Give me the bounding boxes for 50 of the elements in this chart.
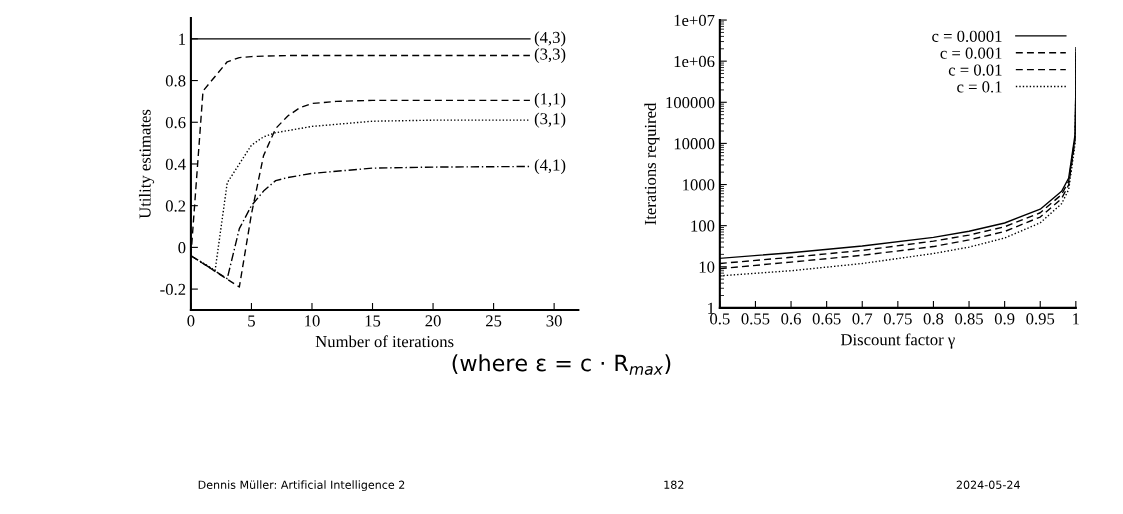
y-tick-label: 10000 <box>674 138 715 150</box>
x-axis-title: Discount factor γ <box>840 333 955 349</box>
x-tick-label: 15 <box>365 315 381 327</box>
x-tick-label: 20 <box>425 315 441 327</box>
text: 182 <box>664 480 684 489</box>
y-tick-label: 0 <box>178 242 186 254</box>
x-tick-label: 1 <box>1073 313 1079 325</box>
y-tick-label: 1 <box>179 33 186 45</box>
x-tick-label: 10 <box>305 315 320 327</box>
y-tick-label: 0.4 <box>165 158 186 170</box>
x-tick-label: 0.65 <box>812 313 841 325</box>
y-tick-label: 0.6 <box>165 116 186 129</box>
y-tick-label: 10 <box>699 261 715 273</box>
x-tick-label: 0.8 <box>923 313 944 325</box>
legend-label: c = 0.01 <box>948 64 1002 76</box>
series-label: (3,3) <box>534 47 566 64</box>
y-tick-label: 0.2 <box>165 200 186 212</box>
x-tick-label: 5 <box>248 315 255 327</box>
text: (where ε = c · R$_{max}$) <box>452 354 671 375</box>
x-tick-label: 0.85 <box>955 313 983 325</box>
x-tick-label: 0 <box>187 315 195 327</box>
x-axis-title: Number of iterations <box>315 335 454 348</box>
series-label: (1,1) <box>534 92 566 108</box>
y-tick-label: -0.2 <box>160 283 186 296</box>
x-tick-label: 0.75 <box>883 313 912 325</box>
x-tick-label: 0.6 <box>781 313 801 325</box>
series-label: (4,1) <box>534 158 566 175</box>
x-tick-label: 0.7 <box>852 313 873 325</box>
x-tick-label: 30 <box>546 315 562 327</box>
y-tick-label: 1 <box>708 302 714 314</box>
series-label: (3,1) <box>534 112 566 128</box>
text: Dennis Müller: Artificial Intelligence 2 <box>198 480 405 492</box>
y-tick-label: 0.8 <box>165 75 186 87</box>
y-tick-label: 100 <box>691 220 715 232</box>
x-tick-label: 0.55 <box>741 313 770 325</box>
y-tick-label: 100000 <box>666 96 715 109</box>
legend-label: c = 0.001 <box>940 47 1002 59</box>
y-tick-label: 1000 <box>683 179 715 191</box>
y-axis-title: Iterations required <box>644 102 660 225</box>
legend-label: c = 0.1 <box>957 81 1002 93</box>
y-axis-title: Utility estimates <box>138 109 155 219</box>
x-tick-label: 0.9 <box>994 313 1015 325</box>
legend-label: c = 0.0001 <box>932 30 1002 42</box>
y-tick-label: 1e+07 <box>674 14 715 26</box>
y-tick-label: 1e+06 <box>674 55 715 68</box>
series-label: (4,3) <box>534 31 566 47</box>
text: 2024-05-24 <box>956 480 1020 489</box>
x-tick-label: 0.95 <box>1026 313 1055 325</box>
x-tick-label: 25 <box>485 315 502 327</box>
x-tick-label: 0.5 <box>710 313 730 325</box>
